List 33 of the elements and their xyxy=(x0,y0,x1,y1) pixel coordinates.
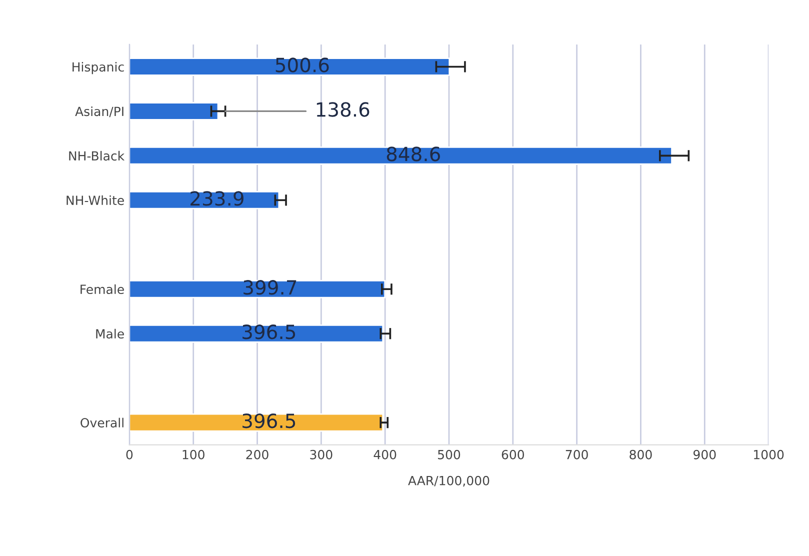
x-tick-label: 400 xyxy=(374,450,396,460)
annotation: 138.6 xyxy=(316,102,370,117)
y-tick-label: NH-Black xyxy=(69,150,125,161)
data-label: 500.6 xyxy=(276,58,329,72)
bar xyxy=(129,413,384,432)
x-tick-label: 300 xyxy=(310,450,332,460)
bar xyxy=(129,324,384,343)
y-tick-label: Male xyxy=(96,328,124,339)
data-label: 233.9 xyxy=(190,191,244,206)
x-tick-label: 500 xyxy=(438,450,460,460)
bar xyxy=(129,280,386,298)
x-tick-label: 0 xyxy=(126,450,133,460)
bar xyxy=(129,146,672,165)
data-label: 396.5 xyxy=(242,413,296,428)
x-axis-title: AAR/100,000 xyxy=(408,476,490,487)
bar xyxy=(129,58,450,76)
x-tick-label: 1000 xyxy=(754,450,784,460)
x-tick-label: 100 xyxy=(182,450,204,460)
data-label: 399.7 xyxy=(244,280,296,295)
y-tick-label: Female xyxy=(80,284,124,294)
y-tick-label: Hispanic xyxy=(72,62,124,74)
y-tick-label: Asian/PI xyxy=(75,106,124,118)
x-tick-label: 900 xyxy=(693,450,716,460)
x-tick-label: 200 xyxy=(246,450,268,460)
data-label: 396.5 xyxy=(242,324,296,340)
bar xyxy=(129,102,219,120)
y-tick-label: Overall xyxy=(80,418,124,428)
data-label: 848.6 xyxy=(386,146,440,162)
bar xyxy=(129,191,280,210)
x-tick-label: 600 xyxy=(502,450,524,460)
x-tick-label: 800 xyxy=(630,450,652,460)
x-tick-label: 700 xyxy=(566,450,588,460)
y-tick-label: NH-White xyxy=(66,195,124,206)
